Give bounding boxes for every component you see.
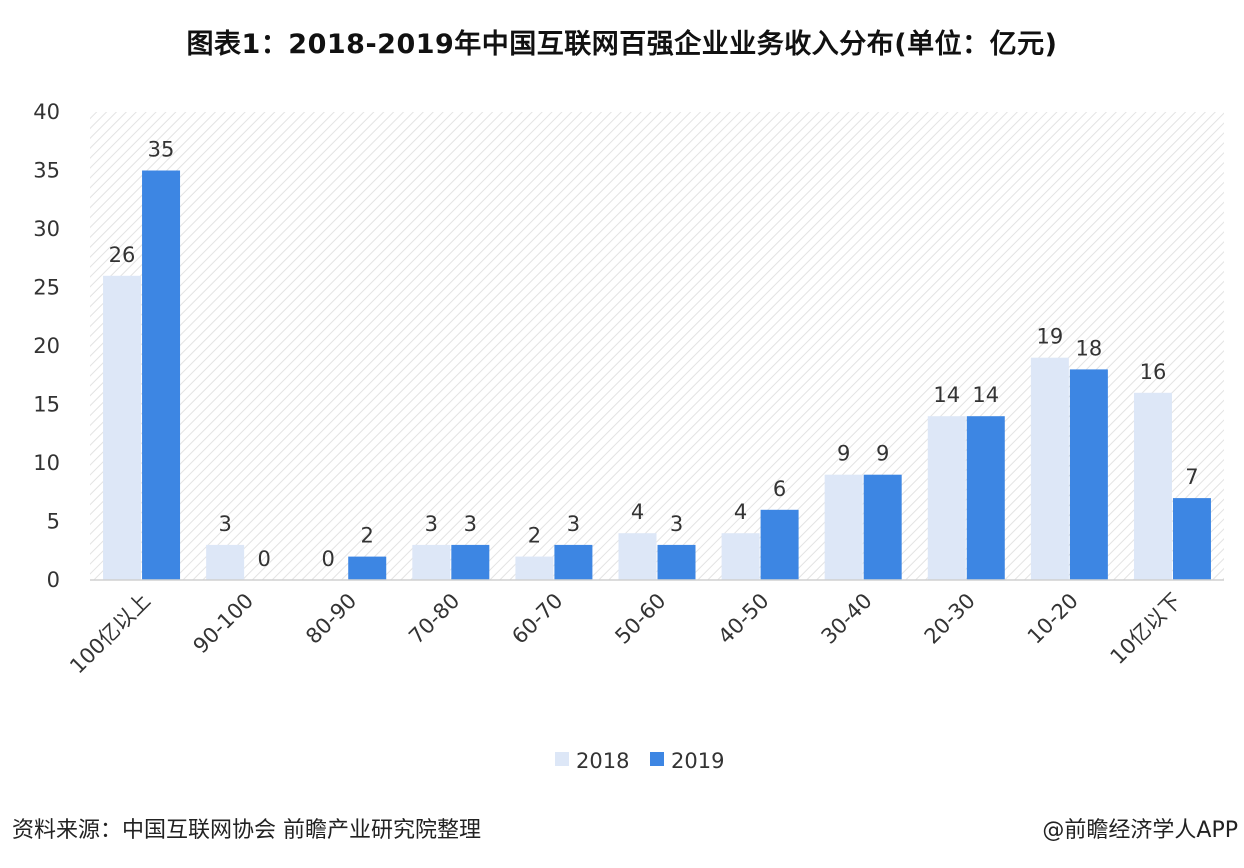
bar-2018-5 xyxy=(618,533,657,580)
legend-label-2018: 2018 xyxy=(576,749,629,773)
data-label-2018-5: 4 xyxy=(631,500,644,524)
y-tick-label-30: 30 xyxy=(33,217,60,241)
data-labels: 26 35 3 0 0 2 3 3 2 3 4 3 4 6 9 9 14 14 19 18 16 7 xyxy=(109,138,1199,572)
data-label-2018-10: 16 xyxy=(1140,360,1167,384)
data-label-2019-10: 7 xyxy=(1185,465,1198,489)
y-tick-label-40: 40 xyxy=(33,100,60,124)
y-tick-label-15: 15 xyxy=(33,393,60,417)
category-label-10: 10亿以下 xyxy=(1106,589,1186,669)
data-label-2018-3: 3 xyxy=(425,512,438,536)
data-label-2019-9: 18 xyxy=(1075,336,1102,360)
legend: 2018 2019 xyxy=(555,749,724,773)
bar-2019-2 xyxy=(348,556,387,580)
bar-2019-0 xyxy=(142,170,181,580)
bar-2018-6 xyxy=(721,533,760,580)
bar-2018-0 xyxy=(103,275,142,580)
bar-2018-10 xyxy=(1133,392,1172,580)
data-label-2019-2: 2 xyxy=(361,524,374,548)
y-tick-label-35: 35 xyxy=(33,159,60,183)
category-label-5: 50-60 xyxy=(610,589,670,649)
category-label-3: 70-80 xyxy=(404,589,464,649)
legend-label-2019: 2019 xyxy=(671,749,724,773)
bar-2019-4 xyxy=(554,544,593,580)
data-label-2018-8: 14 xyxy=(933,383,960,407)
category-label-6: 40-50 xyxy=(714,589,774,649)
y-tick-label-10: 10 xyxy=(33,451,60,475)
bar-2018-8 xyxy=(927,416,966,580)
category-label-2: 80-90 xyxy=(301,589,361,649)
bar-2018-1 xyxy=(206,544,245,580)
bar-2019-10 xyxy=(1172,498,1211,580)
data-label-2019-1: 0 xyxy=(257,547,270,571)
data-label-2018-9: 19 xyxy=(1036,325,1063,349)
data-label-2019-0: 35 xyxy=(148,138,175,162)
bar-2019-6 xyxy=(760,509,799,580)
bar-2018-9 xyxy=(1030,357,1069,580)
data-label-2018-7: 9 xyxy=(837,442,850,466)
bar-2019-8 xyxy=(966,416,1005,580)
category-label-4: 60-70 xyxy=(507,589,567,649)
data-label-2018-4: 2 xyxy=(528,524,541,548)
category-label-9: 10-20 xyxy=(1023,589,1083,649)
data-label-2018-1: 3 xyxy=(218,512,231,536)
x-axis: 100亿以上 90-100 80-90 70-80 60-70 50-60 40-50 30-… xyxy=(65,589,1186,679)
data-label-2019-3: 3 xyxy=(464,512,477,536)
y-axis: 0 5 10 15 20 25 30 35 40 xyxy=(33,100,60,592)
data-label-2018-0: 26 xyxy=(109,243,136,267)
category-label-8: 20-30 xyxy=(920,589,980,649)
data-label-2019-7: 9 xyxy=(876,442,889,466)
credit-note: @前瞻经济学人APP xyxy=(1042,818,1238,843)
bar-2019-5 xyxy=(657,544,696,580)
data-label-2018-2: 0 xyxy=(322,547,335,571)
data-label-2019-4: 3 xyxy=(567,512,580,536)
chart-title: 图表1：2018-2019年中国互联网百强企业业务收入分布(单位：亿元) xyxy=(186,29,1058,60)
legend-swatch-2018 xyxy=(555,752,569,766)
bar-2019-7 xyxy=(863,474,902,580)
category-label-1: 90-100 xyxy=(189,589,259,659)
bars xyxy=(103,170,1211,580)
y-tick-label-0: 0 xyxy=(47,568,60,592)
data-label-2019-6: 6 xyxy=(773,477,786,501)
bar-2018-3 xyxy=(412,544,451,580)
y-tick-label-5: 5 xyxy=(47,510,60,534)
bar-2018-4 xyxy=(515,556,554,580)
bar-2019-9 xyxy=(1069,369,1108,580)
bar-2018-7 xyxy=(824,474,863,580)
y-tick-label-20: 20 xyxy=(33,334,60,358)
bar-2019-3 xyxy=(451,544,490,580)
y-tick-label-25: 25 xyxy=(33,276,60,300)
category-label-7: 30-40 xyxy=(817,589,877,649)
source-note: 资料来源：中国互联网协会 前瞻产业研究院整理 xyxy=(12,818,481,843)
legend-swatch-2019 xyxy=(650,752,664,766)
data-label-2019-8: 14 xyxy=(972,383,999,407)
data-label-2019-5: 3 xyxy=(670,512,683,536)
data-label-2018-6: 4 xyxy=(734,500,747,524)
category-label-0: 100亿以上 xyxy=(65,589,155,679)
